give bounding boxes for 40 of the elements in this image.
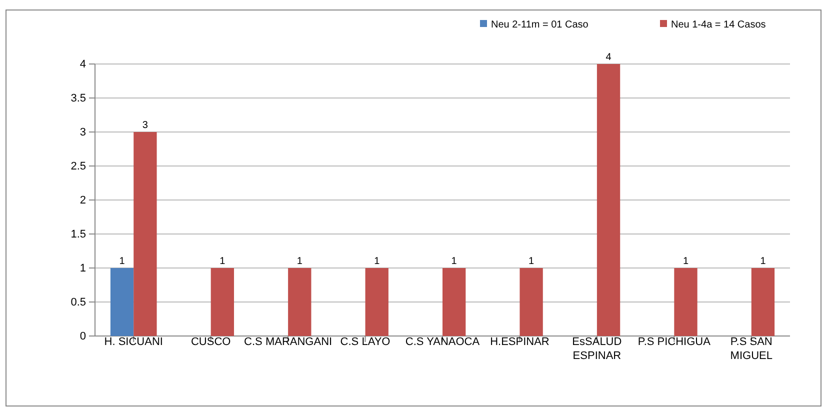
y-tick-label: 2.5: [70, 160, 86, 173]
data-label: 1: [528, 256, 535, 267]
data-label: 3: [142, 120, 148, 131]
legend-label: Neu 1-4a = 14 Casos: [671, 20, 766, 30]
data-label: 1: [451, 256, 458, 267]
x-tick-label: H. SICUANI: [104, 336, 163, 348]
bar: [596, 64, 620, 336]
x-tick-label: CUSCO: [190, 336, 232, 348]
y-tick-label: 1: [80, 262, 86, 275]
y-tick-label: 3: [80, 126, 86, 139]
x-tick-label: P.S PICHIGUA: [638, 336, 712, 348]
data-label: 1: [682, 256, 689, 267]
data-label: 1: [220, 256, 226, 267]
y-tick-label: 2: [80, 194, 86, 207]
bar: [442, 268, 466, 336]
data-label: 1: [119, 256, 126, 267]
bar: [288, 268, 312, 336]
x-tick-label: H.ESPINAR: [490, 336, 550, 348]
y-tick-label: 3.5: [70, 92, 86, 105]
data-label: 1: [760, 256, 766, 267]
bar: [134, 132, 157, 336]
y-tick-label: 4: [80, 58, 86, 71]
data-label: 4: [606, 52, 612, 63]
data-label: 1: [374, 256, 380, 267]
bar: [110, 268, 134, 336]
bar: [674, 268, 698, 336]
bar: [365, 268, 388, 336]
y-tick-label: 1.5: [70, 228, 86, 241]
bar: [751, 268, 775, 336]
legend-label: Neu 2-11m = 01 Caso: [491, 20, 589, 30]
x-tick-label: C.S MARANGANI: [244, 336, 332, 348]
y-tick-label: 0: [80, 330, 86, 343]
x-tick-label: EsSALUD ESPINAR: [572, 336, 622, 362]
x-tick-label: C.S LAYO: [340, 336, 391, 348]
bar: [210, 268, 234, 336]
bar: [520, 268, 543, 336]
x-tick-label: C.S YANAOCA: [405, 336, 480, 348]
x-tick-label: P.S SAN MIGUEL: [730, 336, 772, 362]
y-tick-label: 0.5: [70, 296, 86, 309]
data-label: 1: [296, 256, 303, 267]
